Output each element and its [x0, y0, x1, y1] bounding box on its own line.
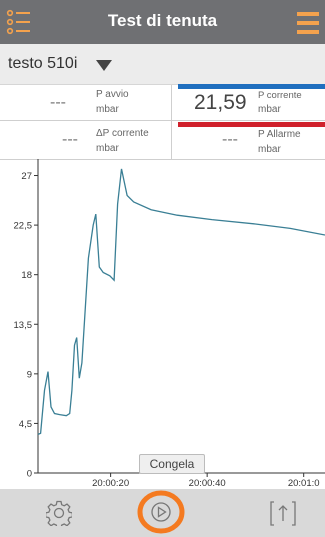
readings-divider-horizontal [0, 120, 325, 121]
reading-p-start: --- P avvio mbar [0, 85, 162, 121]
export-icon[interactable] [268, 498, 298, 528]
pressure-chart: 0 4,5 9 13,5 18 22,5 27 20:00:20 20:00:40 20:01:0 [14, 159, 325, 489]
device-selector[interactable]: testo 510i [0, 44, 325, 85]
p-start-value: --- [50, 94, 66, 111]
readings-divider-vertical [171, 85, 172, 159]
list-menu-icon[interactable] [6, 8, 32, 36]
play-button[interactable] [136, 488, 186, 536]
reading-dp-current: --- ΔP corrente mbar [0, 122, 162, 158]
x-tick-label: 20:00:40 [189, 478, 226, 489]
p-start-label: P avvio [96, 89, 129, 100]
y-tick-label: 4,5 [19, 419, 32, 430]
alarm-pressure-indicator [178, 122, 325, 127]
dp-current-unit: mbar [96, 143, 119, 154]
x-tick-label: 20:00:20 [92, 478, 129, 489]
y-tick-label: 18 [21, 270, 32, 281]
reading-p-current: 21,59 P corrente mbar [172, 85, 325, 121]
page-title: Test di tenuta [107, 11, 218, 30]
y-tick-label: 9 [27, 369, 32, 380]
p-current-label: P corrente [258, 90, 302, 101]
p-alarm-unit: mbar [258, 144, 281, 155]
p-current-value: 21,59 [194, 91, 247, 114]
y-tick-label: 22,5 [14, 221, 33, 232]
p-start-unit: mbar [96, 104, 119, 115]
device-name: testo 510i [8, 55, 78, 72]
dp-current-label: ΔP corrente [96, 128, 149, 139]
y-tick-label: 13,5 [14, 320, 33, 331]
y-tick-label: 0 [27, 469, 32, 480]
current-pressure-indicator [178, 84, 325, 89]
hamburger-menu-icon[interactable] [297, 10, 319, 36]
gear-icon[interactable] [46, 500, 72, 526]
x-tick-label: 20:01:0 [288, 478, 320, 489]
app-header: Test di tenuta [0, 0, 325, 44]
dp-current-value: --- [62, 131, 78, 148]
p-alarm-label: P Allarme [258, 129, 301, 140]
pressure-series-line [37, 168, 325, 435]
y-tick-label: 27 [21, 171, 32, 182]
p-alarm-value: --- [222, 131, 238, 148]
p-current-unit: mbar [258, 104, 281, 115]
play-icon [157, 506, 167, 518]
chevron-down-icon[interactable] [96, 60, 112, 71]
reading-p-alarm: --- P Allarme mbar [172, 122, 325, 158]
freeze-button[interactable]: Congela [139, 454, 205, 474]
